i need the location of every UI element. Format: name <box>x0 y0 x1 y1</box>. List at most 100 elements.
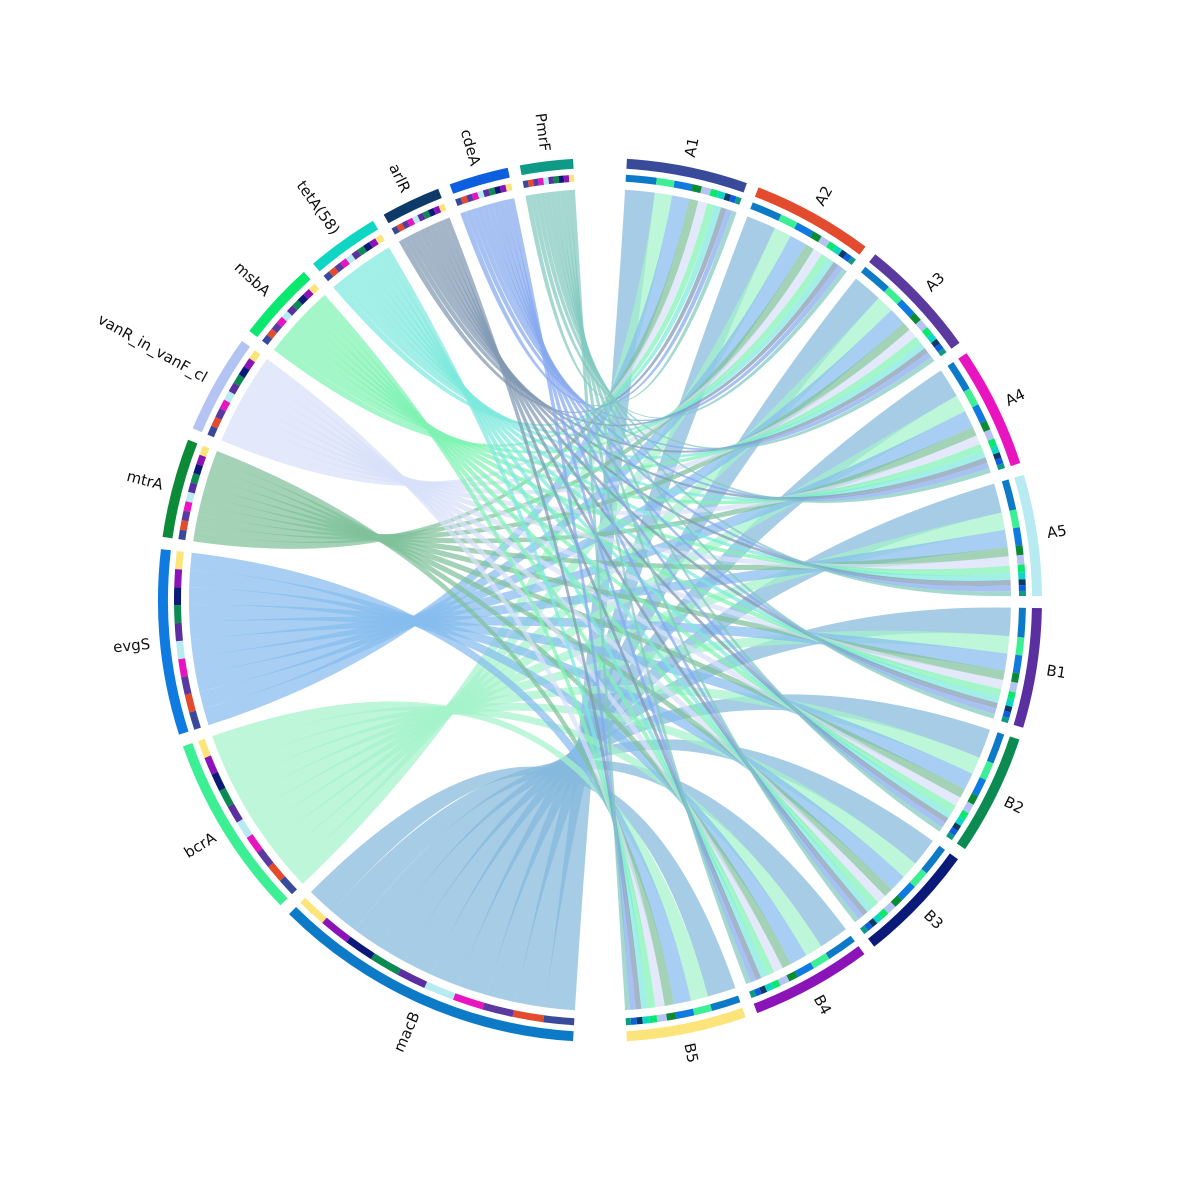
sector-band-a5 <box>1014 474 1042 596</box>
strip-msba-a5 <box>281 311 293 322</box>
strip-arlr-b5 <box>438 203 447 213</box>
strip-a5-cdea <box>1018 585 1026 591</box>
strip-arlr-a3 <box>401 220 411 230</box>
sector-band-vanr-in-vanf-cl <box>192 340 251 433</box>
sector-band-b5 <box>626 1007 746 1042</box>
strip-pmrf-a5 <box>543 177 550 185</box>
strip-a2-arlr <box>838 249 848 259</box>
strip-macb-a1 <box>543 1015 575 1026</box>
strip-vanr-in-vanf-cl-a5 <box>224 391 235 403</box>
strip-teta-58-a4 <box>340 258 350 269</box>
sector-band-b2 <box>956 736 1020 850</box>
strip-b3-msba <box>878 908 889 919</box>
strip-teta-58-b4 <box>369 238 379 248</box>
sector-label-a2: A2 <box>811 183 836 209</box>
sector-label-mtra: mtrA <box>125 467 166 494</box>
sector-label-a5: A5 <box>1046 521 1068 542</box>
strip-b3-arlr <box>868 918 878 928</box>
strip-a3-mtra <box>909 312 921 325</box>
strip-cdea-b4 <box>499 184 507 193</box>
strip-a3-evgs <box>896 299 915 318</box>
sector-band-mtra <box>162 439 198 539</box>
strip-mtra-a3 <box>181 510 191 522</box>
ribbon-cdea-a1 <box>460 208 732 407</box>
strip-mtra-a5 <box>185 491 195 503</box>
strip-cdea-a1 <box>455 197 463 206</box>
ribbon-msba-b3 <box>308 305 879 908</box>
strip-vanr-in-vanf-cl-a2 <box>211 416 222 429</box>
strip-teta-58-b3 <box>363 242 373 252</box>
strip-teta-58-a1 <box>323 271 334 282</box>
strip-bcra-b3 <box>211 771 226 792</box>
strip-a1-teta-58 <box>716 190 726 200</box>
ribbon-macb-a2 <box>515 216 775 1008</box>
strip-bcra-b5 <box>198 738 211 759</box>
sector-band-cdea <box>449 167 510 194</box>
ribbon-macb-b2 <box>378 694 990 962</box>
sector-label-b4: B4 <box>810 992 835 1018</box>
sector-label-cdea: cdeA <box>457 127 485 168</box>
strip-a3-vanr-in-vanf-cl <box>915 319 928 332</box>
strip-a1-macb <box>625 174 657 185</box>
strip-vanr-in-vanf-cl-b1 <box>228 382 240 395</box>
strip-a1-arlr <box>723 192 732 202</box>
strip-b2-msba <box>958 809 969 821</box>
strip-a2-evgs <box>794 222 814 238</box>
strip-a4-bcra <box>963 388 979 408</box>
sector-band-a2 <box>754 187 866 255</box>
strip-pmrf-b4 <box>563 175 570 183</box>
strip-a4-evgs <box>972 404 987 424</box>
strip-bcra-a4 <box>246 833 263 853</box>
strip-macb-a5 <box>424 981 456 1000</box>
ribbon-macb-b5 <box>310 766 736 997</box>
strip-b3-cdea <box>863 921 873 931</box>
strip-teta-58-b5 <box>375 234 385 245</box>
strip-a4-mtra <box>979 420 991 433</box>
strip-b5-pmrf <box>625 1017 632 1026</box>
ribbon-teta-58-a2 <box>338 258 834 437</box>
strip-cdea-a3 <box>466 193 474 203</box>
strip-bcra-b4 <box>204 755 218 775</box>
strip-a3-pmrf <box>937 348 947 357</box>
strip-cdea-b5 <box>505 183 513 192</box>
strip-msba-b4 <box>303 289 314 300</box>
sector-label-vanr-in-vanf-cl: vanR_in_vanF_cl <box>94 310 210 387</box>
strip-pmrf-a3 <box>532 178 540 187</box>
strip-mtra-b4 <box>196 454 207 467</box>
strip-a4-pmrf <box>996 463 1006 471</box>
ribbon-teta-58-a4 <box>349 270 986 501</box>
strip-evgs-b4 <box>174 569 183 588</box>
strip-arlr-a5 <box>412 215 421 224</box>
strip-a4-vanr-in-vanf-cl <box>983 429 995 441</box>
strip-a4-cdea <box>994 457 1004 466</box>
strip-b1-mtra <box>1010 672 1020 683</box>
strip-mtra-b1 <box>188 482 198 494</box>
strip-macb-a2 <box>512 1010 545 1023</box>
strip-a2-mtra <box>809 231 822 243</box>
strip-b2-bcra <box>979 760 994 781</box>
strip-macb-b3 <box>346 936 375 960</box>
strip-cdea-a5 <box>477 190 485 199</box>
sector-label-b1: B1 <box>1045 661 1067 682</box>
strip-cdea-a4 <box>471 192 480 201</box>
strip-a5-vanr-in-vanf-cl <box>1016 554 1025 565</box>
strip-a4-arlr <box>992 452 1002 460</box>
sector-label-arlr: arlR <box>385 161 414 196</box>
strip-a5-arlr <box>1018 579 1026 586</box>
strip-arlr-b2 <box>422 210 431 220</box>
strip-teta-58-a3 <box>334 262 345 273</box>
strip-cdea-b1 <box>482 188 491 198</box>
strip-macb-a3 <box>482 1002 514 1017</box>
strip-pmrf-b2 <box>553 176 560 184</box>
strip-b3-vanr-in-vanf-cl <box>883 901 896 914</box>
strip-a1-vanr-in-vanf-cl <box>700 186 712 196</box>
ribbon-bcra-b5 <box>212 701 709 1001</box>
strip-b2-macb <box>986 732 1005 764</box>
strip-b2-vanr-in-vanf-cl <box>962 801 974 814</box>
strip-b1-vanr-in-vanf-cl <box>1009 681 1018 693</box>
strip-a1-evgs <box>673 180 693 191</box>
ribbon-macb-a3 <box>486 278 879 1003</box>
strip-a5-macb <box>1001 479 1017 511</box>
strip-teta-58-a2 <box>328 266 339 277</box>
